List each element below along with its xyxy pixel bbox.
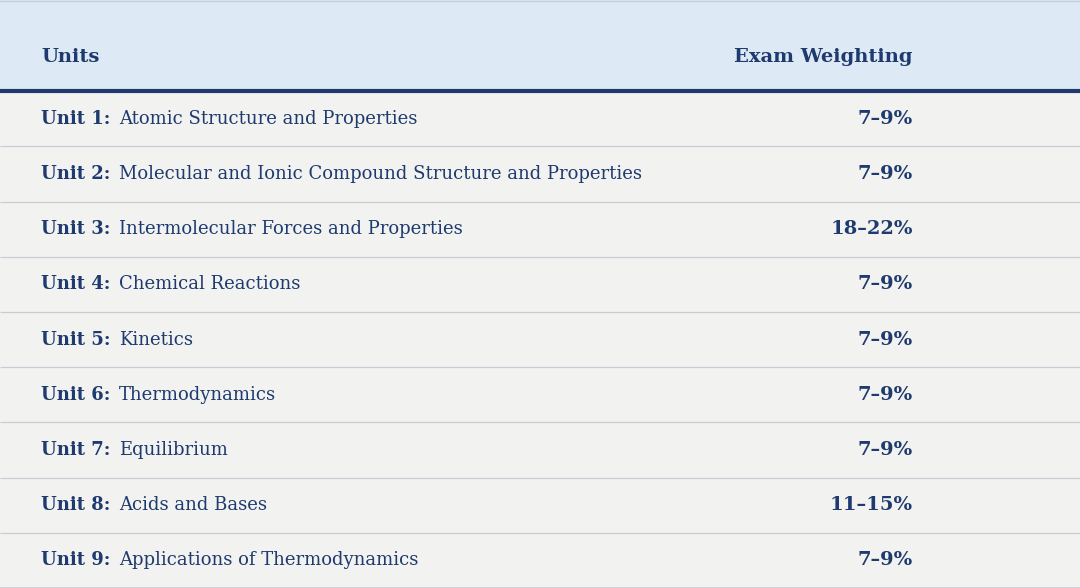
Bar <box>0 0 1080 91</box>
Text: Unit 3:: Unit 3: <box>41 220 110 238</box>
Bar <box>0 312 1080 367</box>
Text: 7–9%: 7–9% <box>858 165 913 183</box>
Text: Thermodynamics: Thermodynamics <box>119 386 275 404</box>
Text: 7–9%: 7–9% <box>858 441 913 459</box>
Text: 7–9%: 7–9% <box>858 275 913 293</box>
Text: Unit 5:: Unit 5: <box>41 330 110 349</box>
Bar <box>0 91 1080 146</box>
Text: Exam Weighting: Exam Weighting <box>734 48 913 65</box>
Bar <box>0 367 1080 422</box>
Text: Applications of Thermodynamics: Applications of Thermodynamics <box>119 552 418 569</box>
Bar <box>0 146 1080 202</box>
Text: Intermolecular Forces and Properties: Intermolecular Forces and Properties <box>119 220 462 238</box>
Bar <box>0 202 1080 257</box>
Text: 18–22%: 18–22% <box>831 220 913 238</box>
Text: Unit 7:: Unit 7: <box>41 441 110 459</box>
Text: 7–9%: 7–9% <box>858 110 913 128</box>
Text: Chemical Reactions: Chemical Reactions <box>119 275 300 293</box>
Bar <box>0 257 1080 312</box>
Text: Unit 6:: Unit 6: <box>41 386 110 404</box>
Text: Molecular and Ionic Compound Structure and Properties: Molecular and Ionic Compound Structure a… <box>119 165 642 183</box>
Text: Kinetics: Kinetics <box>119 330 193 349</box>
Text: Units: Units <box>41 48 99 65</box>
Bar <box>0 477 1080 533</box>
Bar <box>0 422 1080 477</box>
Text: 7–9%: 7–9% <box>858 552 913 569</box>
Text: 7–9%: 7–9% <box>858 386 913 404</box>
Text: Unit 2:: Unit 2: <box>41 165 110 183</box>
Text: 11–15%: 11–15% <box>829 496 913 514</box>
Text: Equilibrium: Equilibrium <box>119 441 228 459</box>
Text: Unit 1:: Unit 1: <box>41 110 110 128</box>
Text: Unit 8:: Unit 8: <box>41 496 110 514</box>
Text: Acids and Bases: Acids and Bases <box>119 496 267 514</box>
Text: Atomic Structure and Properties: Atomic Structure and Properties <box>119 110 417 128</box>
Text: Unit 9:: Unit 9: <box>41 552 110 569</box>
Text: 7–9%: 7–9% <box>858 330 913 349</box>
Text: Unit 4:: Unit 4: <box>41 275 110 293</box>
Bar <box>0 533 1080 588</box>
